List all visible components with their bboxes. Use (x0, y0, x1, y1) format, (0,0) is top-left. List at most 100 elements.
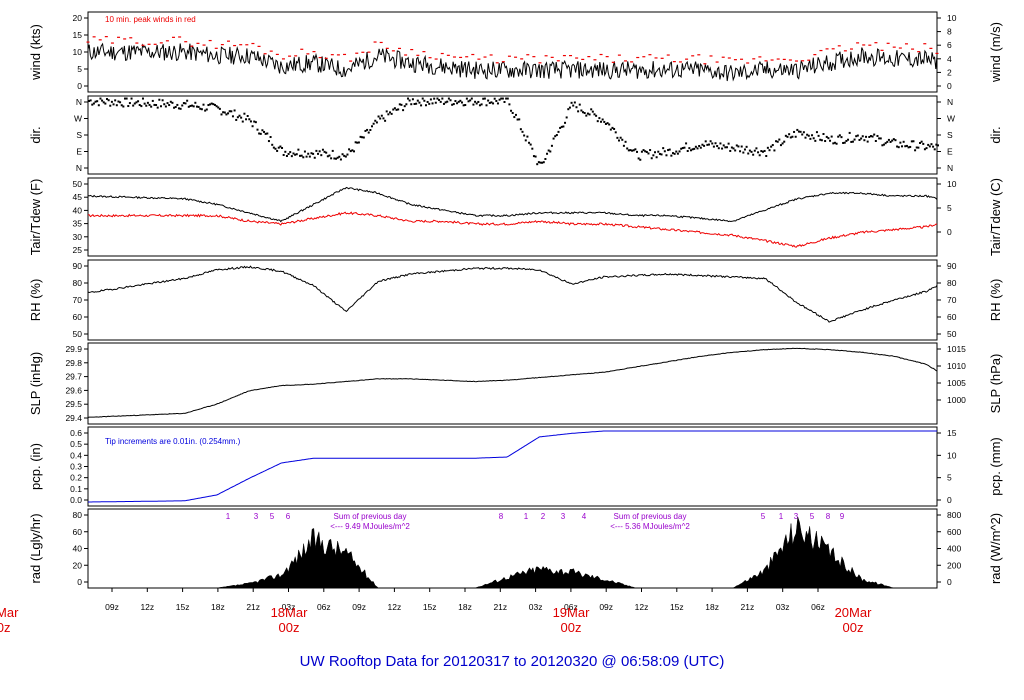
direction-point (613, 127, 616, 130)
direction-point (452, 103, 455, 106)
x-tick-label: 12z (388, 602, 402, 612)
direction-point (166, 102, 169, 105)
peak-wind-mark (343, 53, 347, 56)
x-tick-label: 15z (176, 602, 190, 612)
direction-point (910, 140, 913, 143)
direction-point (323, 150, 326, 153)
direction-point (464, 104, 467, 107)
direction-point (771, 144, 774, 147)
direction-point (699, 146, 702, 149)
day-hour-label: 00z (561, 620, 582, 635)
peak-wind-mark (581, 58, 585, 61)
direction-point (290, 155, 293, 158)
direction-point (776, 140, 779, 143)
direction-point (133, 102, 136, 105)
y2-tick-label: 2 (947, 67, 952, 77)
peak-wind-mark (336, 54, 340, 56)
direction-point (269, 136, 272, 139)
day-hour-label: 00z (843, 620, 864, 635)
peak-wind-mark (782, 58, 786, 61)
direction-point (654, 151, 656, 154)
peak-wind-mark (159, 42, 163, 44)
direction-point (858, 138, 861, 141)
direction-point (138, 103, 141, 106)
direction-point (200, 108, 203, 111)
direction-point (362, 136, 365, 139)
direction-point (709, 140, 712, 143)
direction-point (550, 144, 553, 147)
direction-point (313, 156, 316, 159)
rad-hour-marker: 8 (826, 512, 831, 521)
direction-point (797, 130, 800, 133)
direction-point (912, 140, 915, 143)
direction-point (204, 109, 207, 112)
peak-wind-mark (740, 58, 744, 60)
direction-point (696, 147, 699, 150)
peak-wind-mark (251, 42, 255, 45)
direction-point (199, 107, 202, 110)
rad-hour-marker: 3 (254, 512, 259, 521)
direction-point (865, 135, 868, 138)
peak-wind-mark (837, 45, 841, 47)
peak-wind-mark (636, 56, 640, 59)
direction-point (729, 149, 732, 152)
peak-wind-mark (929, 47, 933, 49)
direction-point (341, 153, 344, 156)
y-tick-label: 0.0 (70, 495, 82, 505)
direction-point (704, 140, 707, 143)
direction-point (671, 152, 674, 155)
direction-point (904, 145, 907, 148)
direction-point (901, 145, 904, 148)
x-tick-label: 06z (811, 602, 825, 612)
direction-point (528, 141, 531, 144)
direction-point (781, 142, 784, 145)
peak-wind-mark (538, 62, 542, 64)
direction-point (382, 117, 385, 120)
direction-point (686, 149, 689, 152)
direction-point (331, 149, 334, 152)
direction-point (282, 153, 285, 156)
direction-point (655, 156, 658, 159)
peak-wind-mark (294, 55, 298, 57)
direction-point (346, 153, 349, 156)
direction-point (482, 97, 485, 100)
y-tick-label: 50 (73, 329, 83, 339)
panel-temp: Tair/Tdew (F) Tair/Tdew (C)50454035302510… (28, 177, 1003, 257)
direction-point (465, 97, 468, 100)
direction-point (847, 138, 850, 141)
direction-point (542, 161, 545, 164)
direction-point (667, 149, 670, 152)
direction-point (824, 140, 827, 143)
peak-wind-mark (226, 40, 230, 42)
direction-point (299, 154, 302, 157)
direction-point (231, 115, 234, 118)
direction-point (344, 155, 347, 158)
direction-point (496, 102, 499, 105)
direction-point (434, 101, 437, 104)
direction-point (770, 145, 773, 148)
direction-point (752, 153, 755, 156)
y-tick-label: 0.5 (70, 439, 82, 449)
direction-point (923, 148, 926, 151)
direction-point (97, 104, 100, 107)
direction-point (827, 137, 830, 140)
rad-hour-marker: 3 (561, 512, 566, 521)
y-tick-label: E (76, 147, 82, 157)
direction-point (580, 109, 583, 112)
direction-point (146, 101, 149, 104)
direction-point (712, 145, 715, 148)
direction-point (470, 97, 473, 100)
direction-point (171, 101, 174, 104)
radiation-area (88, 516, 937, 589)
direction-point (277, 146, 280, 149)
direction-point (596, 120, 599, 123)
y2-tick-label: 0 (947, 577, 952, 587)
direction-point (714, 142, 717, 145)
direction-point (308, 155, 311, 158)
direction-point (856, 134, 859, 137)
peak-wind-mark (153, 43, 157, 45)
direction-point (706, 143, 709, 146)
direction-point (253, 120, 256, 123)
peak-wind-mark (440, 52, 444, 55)
